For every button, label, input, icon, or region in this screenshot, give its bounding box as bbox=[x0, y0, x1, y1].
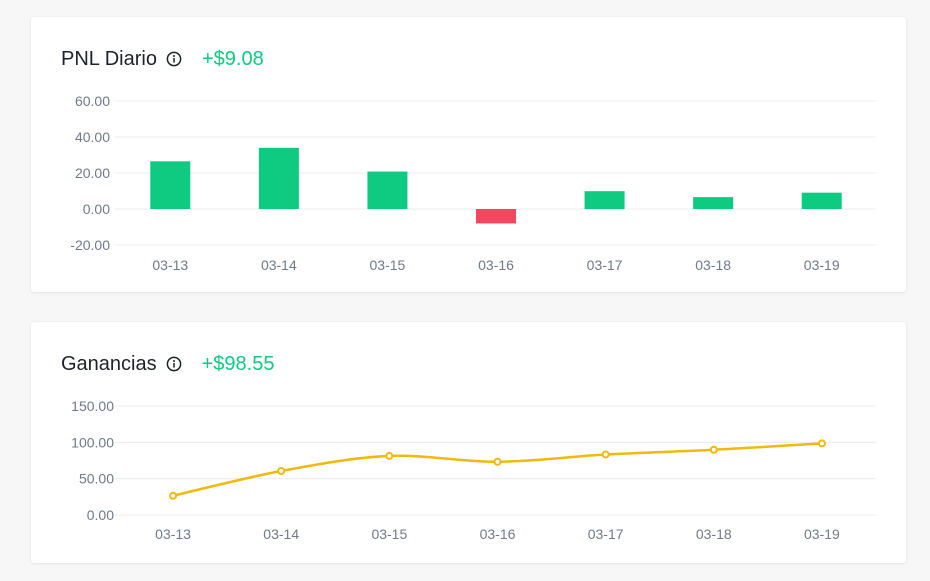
y-tick-label: 150.00 bbox=[71, 398, 114, 414]
bar bbox=[476, 209, 516, 224]
x-tick-label: 03-15 bbox=[370, 257, 406, 273]
x-tick-label: 03-13 bbox=[152, 257, 188, 273]
pnl-value: +$9.08 bbox=[201, 47, 264, 70]
bar bbox=[258, 147, 299, 209]
ganancias-line-chart: 150.00 100.00 50.00 0.00 03-13 03-14 03-15 03-1… bbox=[71, 398, 876, 542]
y-tick-label: 20.00 bbox=[75, 165, 110, 181]
data-point bbox=[169, 491, 178, 500]
data-point bbox=[277, 467, 286, 476]
data-point bbox=[709, 445, 718, 454]
data-point bbox=[493, 457, 502, 466]
x-tick-label: 03-15 bbox=[371, 526, 407, 542]
x-tick-label: 03-16 bbox=[478, 257, 514, 273]
bar bbox=[801, 192, 842, 209]
x-tick-label: 03-16 bbox=[480, 526, 516, 542]
x-tick-label: 03-19 bbox=[804, 526, 840, 542]
ganancias-header: Ganancias +$98.55 bbox=[61, 352, 274, 376]
x-tick-label: 03-14 bbox=[261, 257, 297, 273]
bar bbox=[693, 197, 734, 209]
info-icon[interactable] bbox=[166, 51, 182, 67]
y-tick-label: 0.00 bbox=[87, 507, 114, 523]
bar bbox=[150, 161, 191, 209]
y-tick-label: -20.00 bbox=[70, 237, 110, 253]
info-icon[interactable] bbox=[166, 356, 182, 372]
x-tick-label: 03-17 bbox=[587, 257, 623, 273]
x-tick-label: 03-19 bbox=[804, 257, 840, 273]
data-point bbox=[817, 439, 826, 448]
ganancias-title: Ganancias bbox=[61, 352, 157, 375]
data-point bbox=[601, 450, 610, 459]
pnl-title: PNL Diario bbox=[61, 47, 157, 70]
x-tick-label: 03-18 bbox=[696, 526, 732, 542]
ganancias-value: +$98.55 bbox=[201, 352, 275, 375]
x-tick-label: 03-18 bbox=[695, 257, 731, 273]
pnl-header: PNL Diario +$9.08 bbox=[61, 47, 264, 71]
pnl-card: PNL Diario +$9.08 60.00 40.00 20.00 0.00 -20… bbox=[31, 17, 906, 292]
x-tick-label: 03-17 bbox=[588, 526, 624, 542]
x-tick-label: 03-13 bbox=[155, 526, 191, 542]
y-tick-label: 50.00 bbox=[79, 471, 114, 487]
bar bbox=[584, 191, 625, 209]
series-line bbox=[172, 442, 823, 497]
y-tick-label: 40.00 bbox=[75, 129, 110, 145]
data-point bbox=[385, 451, 394, 460]
y-tick-label: 60.00 bbox=[75, 93, 110, 109]
x-tick-label: 03-14 bbox=[263, 526, 299, 542]
y-tick-label: 0.00 bbox=[83, 201, 110, 217]
pnl-bar-chart: 60.00 40.00 20.00 0.00 -20.00 03-13 03-14 03-15… bbox=[70, 93, 876, 273]
bar bbox=[367, 171, 408, 209]
ganancias-card: Ganancias +$98.55 150.00 100.00 50.00 0.00 0… bbox=[31, 322, 906, 563]
y-tick-label: 100.00 bbox=[71, 434, 114, 450]
